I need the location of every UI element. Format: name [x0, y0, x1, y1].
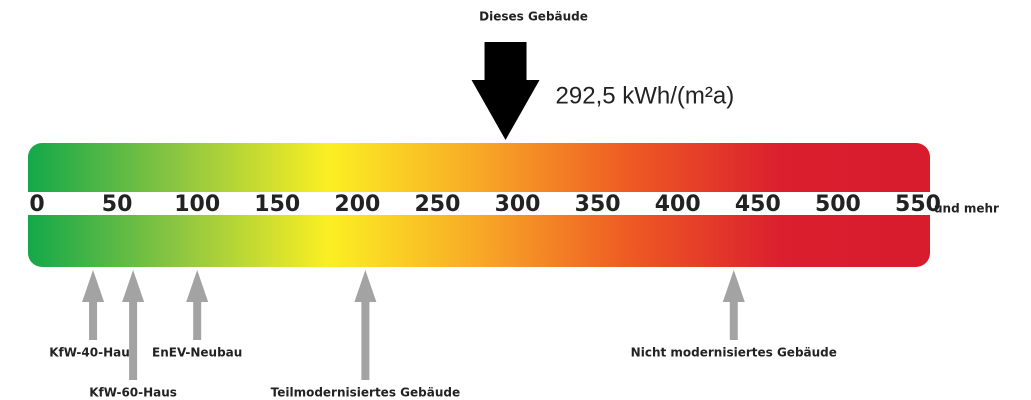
- x-tick-label: 350: [575, 192, 621, 217]
- x-tick-label: 500: [815, 192, 861, 217]
- marker-title: Dieses Gebäude: [479, 10, 588, 24]
- reference-arrow: [354, 270, 377, 380]
- x-tick-label: 300: [495, 192, 541, 217]
- scale-band: [20, 192, 940, 215]
- building-arrow: [471, 42, 540, 140]
- reference-arrow: [82, 270, 105, 340]
- reference-arrow: [186, 270, 209, 340]
- x-tick-label: 250: [414, 192, 460, 217]
- x-tick-label: 0: [29, 192, 44, 217]
- reference-label: EnEV-Neubau: [152, 346, 242, 360]
- reference-arrow: [722, 270, 745, 340]
- x-tick-label: 550: [895, 192, 941, 217]
- x-tick-label: 450: [735, 192, 781, 217]
- value-label: 292,5 kWh/(m²a): [556, 82, 735, 109]
- x-tick-label: 400: [655, 192, 701, 217]
- tick-suffix: und mehr: [934, 202, 999, 216]
- x-tick-label: 200: [334, 192, 380, 217]
- x-tick-label: 100: [174, 192, 220, 217]
- x-tick-label: 150: [254, 192, 300, 217]
- reference-label: Teilmodernisiertes Gebäude: [271, 386, 460, 400]
- reference-label: Nicht modernisiertes Gebäude: [631, 346, 837, 360]
- reference-arrow: [122, 270, 145, 380]
- x-tick-label: 50: [102, 192, 133, 217]
- reference-label: KfW-60-Haus: [89, 386, 177, 400]
- reference-label: KfW-40-Haus: [49, 346, 137, 360]
